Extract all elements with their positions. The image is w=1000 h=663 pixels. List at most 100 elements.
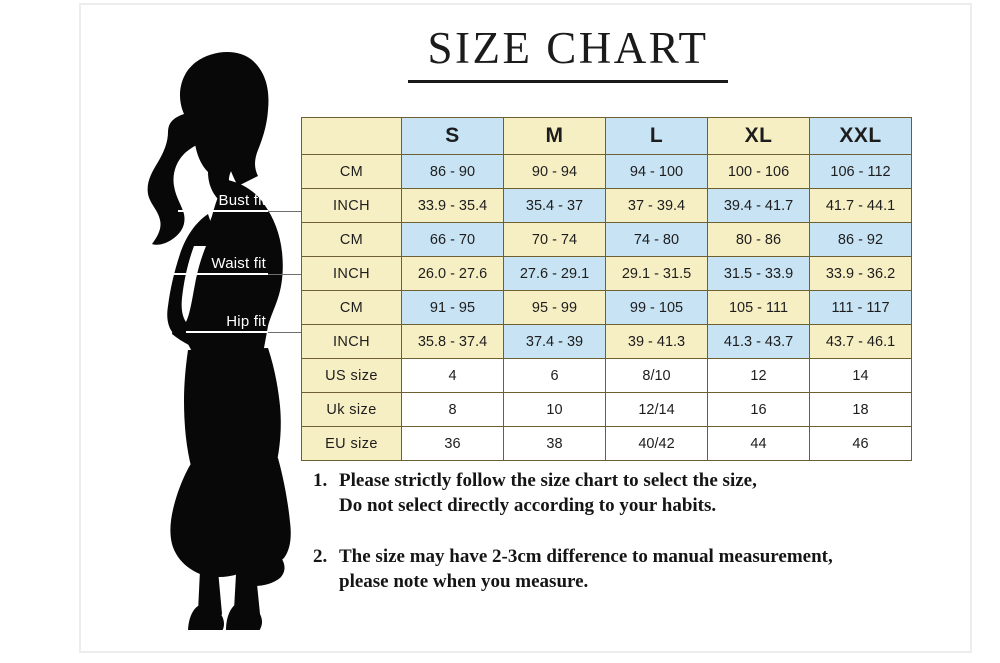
table-cell: 41.7 - 44.1 <box>809 188 912 223</box>
notes-list: 1. Please strictly follow the size chart … <box>313 468 983 594</box>
row-label-cm-4: CM <box>301 290 402 325</box>
hip-fit-underline <box>186 331 268 333</box>
table-cell: 38 <box>503 426 606 461</box>
table-cell: 16 <box>707 392 810 427</box>
note-line: The size may have 2-3cm difference to ma… <box>339 546 833 567</box>
table-row: EU size 36 38 40/42 44 46 <box>301 426 912 461</box>
table-cell: 12/14 <box>605 392 708 427</box>
table-cell: 90 - 94 <box>503 154 606 189</box>
table-cell: 44 <box>707 426 810 461</box>
table-cell: 39.4 - 41.7 <box>707 188 810 223</box>
note-line: Please strictly follow the size chart to… <box>339 470 757 491</box>
bust-fit-label-text: Bust fit <box>218 192 266 209</box>
page-title: SIZE CHART <box>408 22 728 83</box>
table-cell: 95 - 99 <box>503 290 606 325</box>
table-row: INCH 26.0 - 27.6 27.6 - 29.1 29.1 - 31.5 31.… <box>301 256 912 291</box>
row-label-inch-5: INCH <box>301 324 402 359</box>
table-cell: 12 <box>707 358 810 393</box>
table-cell: 99 - 105 <box>605 290 708 325</box>
hip-fit-leader-line <box>268 332 303 333</box>
table-cell: 74 - 80 <box>605 222 708 257</box>
row-label-eu-size-8: EU size <box>301 426 402 461</box>
table-cell: 4 <box>401 358 504 393</box>
row-label-inch-3: INCH <box>301 256 402 291</box>
note-line: please note when you measure. <box>339 571 589 592</box>
table-cell: 41.3 - 43.7 <box>707 324 810 359</box>
table-cell: 111 - 117 <box>809 290 912 325</box>
row-label-us-size-6: US size <box>301 358 402 393</box>
table-cell: 27.6 - 29.1 <box>503 256 606 291</box>
hip-fit-label-text: Hip fit <box>226 313 266 330</box>
table-cell: 6 <box>503 358 606 393</box>
bust-fit-leader-line <box>268 211 303 212</box>
table-cell: 40/42 <box>605 426 708 461</box>
table-cell: 80 - 86 <box>707 222 810 257</box>
table-cell: 29.1 - 31.5 <box>605 256 708 291</box>
table-cell: 91 - 95 <box>401 290 504 325</box>
table-cell: 105 - 111 <box>707 290 810 325</box>
table-cell: 39 - 41.3 <box>605 324 708 359</box>
table-cell: 46 <box>809 426 912 461</box>
table-cell: 35.8 - 37.4 <box>401 324 504 359</box>
table-cell: 66 - 70 <box>401 222 504 257</box>
table-header-cell-l: L <box>605 117 708 155</box>
page-title-text: SIZE CHART <box>427 23 709 73</box>
table-cell: 94 - 100 <box>605 154 708 189</box>
note-number: 1. <box>313 470 328 491</box>
table-cell: 100 - 106 <box>707 154 810 189</box>
table-cell: 8 <box>401 392 504 427</box>
table-cell: 8/10 <box>605 358 708 393</box>
note-body: Please strictly follow the size chart to… <box>339 468 983 518</box>
table-row: US size 4 6 8/10 12 14 <box>301 358 912 393</box>
note-number: 2. <box>313 546 328 567</box>
table-cell: 10 <box>503 392 606 427</box>
table-cell: 35.4 - 37 <box>503 188 606 223</box>
table-cell: 26.0 - 27.6 <box>401 256 504 291</box>
table-row: CM 66 - 70 70 - 74 74 - 80 80 - 86 86 - 92 <box>301 222 912 257</box>
table-row: CM 86 - 90 90 - 94 94 - 100 100 - 106 106 - 1… <box>301 154 912 189</box>
row-label-cm-2: CM <box>301 222 402 257</box>
table-cell: 43.7 - 46.1 <box>809 324 912 359</box>
table-cell: 37 - 39.4 <box>605 188 708 223</box>
table-cell: 18 <box>809 392 912 427</box>
table-row: INCH 35.8 - 37.4 37.4 - 39 39 - 41.3 41.3 - … <box>301 324 912 359</box>
table-header-cell-xxl: XXL <box>809 117 912 155</box>
waist-fit-label-text: Waist fit <box>211 255 266 272</box>
note-line: Do not select directly according to your… <box>339 495 717 516</box>
table-cell: 36 <box>401 426 504 461</box>
table-cell: 14 <box>809 358 912 393</box>
size-table-container: S M L XL XXL CM 86 - 90 90 - 94 94 - 100 100 - 10… <box>301 117 912 461</box>
title-underline-rule <box>408 80 728 83</box>
bust-fit-underline <box>178 210 268 212</box>
waist-fit-label: Waist fit <box>172 255 268 275</box>
table-cell: 70 - 74 <box>503 222 606 257</box>
size-table: S M L XL XXL CM 86 - 90 90 - 94 94 - 100 100 - 10… <box>301 117 912 461</box>
table-cell: 37.4 - 39 <box>503 324 606 359</box>
waist-fit-leader-line <box>268 274 303 275</box>
table-header-row: S M L XL XXL <box>301 117 912 155</box>
note-item: 2. The size may have 2-3cm difference to … <box>313 544 983 594</box>
table-cell: 33.9 - 35.4 <box>401 188 504 223</box>
table-row: CM 91 - 95 95 - 99 99 - 105 105 - 111 111 - 1… <box>301 290 912 325</box>
table-cell: 33.9 - 36.2 <box>809 256 912 291</box>
table-header-cell-xl: XL <box>707 117 810 155</box>
bust-fit-label: Bust fit <box>178 192 268 212</box>
note-item: 1. Please strictly follow the size chart … <box>313 468 983 518</box>
table-cell: 106 - 112 <box>809 154 912 189</box>
row-label-cm-0: CM <box>301 154 402 189</box>
waist-fit-underline <box>172 273 268 275</box>
table-cell: 86 - 90 <box>401 154 504 189</box>
table-header-corner-cell <box>301 117 402 155</box>
table-row: INCH 33.9 - 35.4 35.4 - 37 37 - 39.4 39.4 - … <box>301 188 912 223</box>
table-header-cell-s: S <box>401 117 504 155</box>
table-cell: 31.5 - 33.9 <box>707 256 810 291</box>
woman-silhouette-icon <box>88 18 318 630</box>
row-label-inch-1: INCH <box>301 188 402 223</box>
note-body: The size may have 2-3cm difference to ma… <box>339 544 983 594</box>
hip-fit-label: Hip fit <box>186 313 268 333</box>
table-row: Uk size 8 10 12/14 16 18 <box>301 392 912 427</box>
table-header-cell-m: M <box>503 117 606 155</box>
table-cell: 86 - 92 <box>809 222 912 257</box>
row-label-uk-size-7: Uk size <box>301 392 402 427</box>
